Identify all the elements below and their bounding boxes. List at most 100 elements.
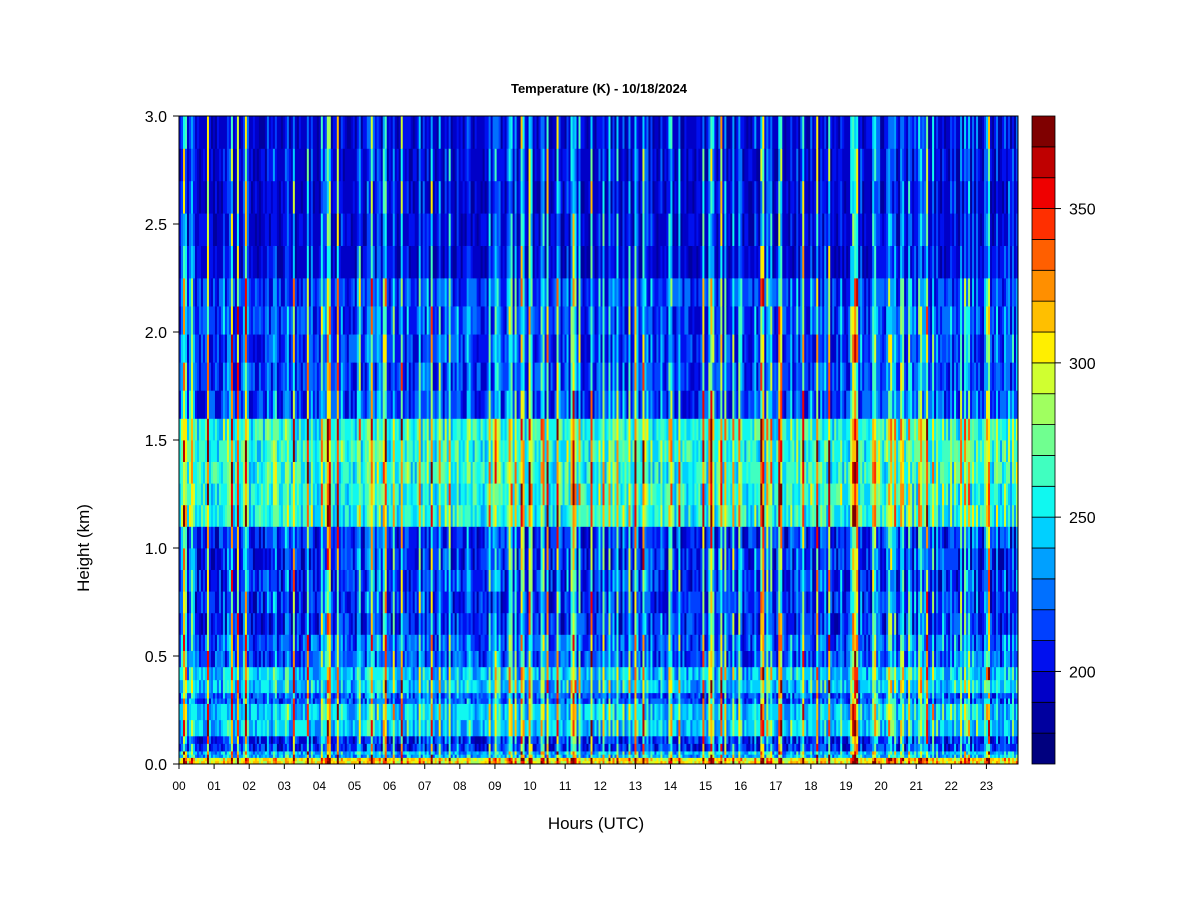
heatmap-cell [328,278,332,307]
heatmap-cell [268,278,272,307]
heatmap-cell [412,735,416,744]
heatmap-cell [220,362,224,391]
heatmap-cell [184,306,188,335]
heatmap-cell [232,692,236,699]
heatmap-cell [372,148,376,182]
heatmap-cell [294,719,298,737]
heatmap-cell [428,719,432,737]
heatmap-cell [228,504,232,527]
heatmap-cell [204,703,208,721]
heatmap-cell [404,719,408,737]
heatmap-cell [272,504,276,527]
heatmap-cell [288,461,292,484]
heatmap-cell [204,306,208,335]
heatmap-cell [428,743,432,752]
heatmap-cell [192,757,196,762]
heatmap-cell [386,180,390,214]
heatmap-cell [246,362,250,391]
heatmap-cell [358,245,362,279]
heatmap-cell [220,754,224,758]
heatmap-cell [368,278,372,307]
heatmap-cell [232,483,236,506]
heatmap-cell [328,703,332,721]
heatmap-cell [202,757,206,762]
heatmap-cell [278,390,282,419]
heatmap-cell [179,679,182,694]
heatmap-cell [206,735,210,744]
heatmap-cell [466,754,470,758]
heatmap-cell [212,362,216,391]
heatmap-cell [440,116,444,149]
heatmap-cell [392,751,396,755]
heatmap-cell [408,245,412,279]
heatmap-cell [302,703,306,721]
heatmap-cell [370,634,374,651]
heatmap-cell [464,334,468,363]
heatmap-cell [308,666,312,681]
heatmap-cell [470,504,474,527]
heatmap-cell [194,278,198,307]
heatmap-cell [290,213,294,246]
heatmap-cell [448,666,452,681]
heatmap-cell [336,692,340,699]
heatmap-cell [254,634,258,651]
heatmap-cell [216,743,220,752]
heatmap-cell [316,440,320,462]
heatmap-cell [368,334,372,363]
heatmap-cell [464,461,468,484]
heatmap-cell [304,703,308,721]
heatmap-cell [280,757,284,762]
heatmap-cell [244,634,248,651]
heatmap-cell [442,526,446,549]
heatmap-cell [396,116,400,149]
heatmap-cell [320,548,324,570]
heatmap-cell [284,306,288,335]
heatmap-cell [422,483,426,506]
heatmap-cell [306,612,310,635]
heatmap-cell [216,418,220,441]
heatmap-cell [198,483,202,506]
heatmap-cell [183,591,186,614]
heatmap-cell [336,760,340,764]
heatmap-cell [188,692,192,699]
heatmap-cell [366,526,370,549]
heatmap-cell [466,612,470,635]
heatmap-cell [318,245,322,279]
heatmap-cell [258,719,262,737]
heatmap-cell [186,743,190,752]
heatmap-cell [326,757,330,762]
heatmap-cell [428,612,432,635]
heatmap-cell [342,757,346,762]
heatmap-cell [228,548,232,570]
heatmap-cell [430,569,434,592]
heatmap-cell [462,418,466,441]
heatmap-cell [334,483,338,506]
heatmap-cell [404,569,408,592]
heatmap-cell [460,634,464,651]
heatmap-cell [308,760,312,764]
heatmap-cell [208,504,212,527]
heatmap-cell [390,591,394,614]
heatmap-cell [336,362,340,391]
heatmap-cell [212,666,216,681]
heatmap-cell [322,591,326,614]
heatmap-cell [434,526,438,549]
heatmap-cell [308,440,312,462]
heatmap-cell [438,483,442,506]
heatmap-cell [282,440,286,462]
heatmap-cell [292,483,296,506]
heatmap-cell [183,743,186,752]
heatmap-cell [382,504,386,527]
heatmap-cell [240,634,244,651]
heatmap-cell [198,703,202,721]
heatmap-cell [414,180,418,214]
heatmap-cell [218,703,222,721]
heatmap-cell [286,751,290,755]
heatmap-cell [380,666,384,681]
heatmap-cell [430,278,434,307]
heatmap-cell [292,692,296,699]
heatmap-cell [446,213,450,246]
heatmap-cell [181,334,184,363]
heatmap-cell [179,418,182,441]
heatmap-cell [408,698,412,704]
